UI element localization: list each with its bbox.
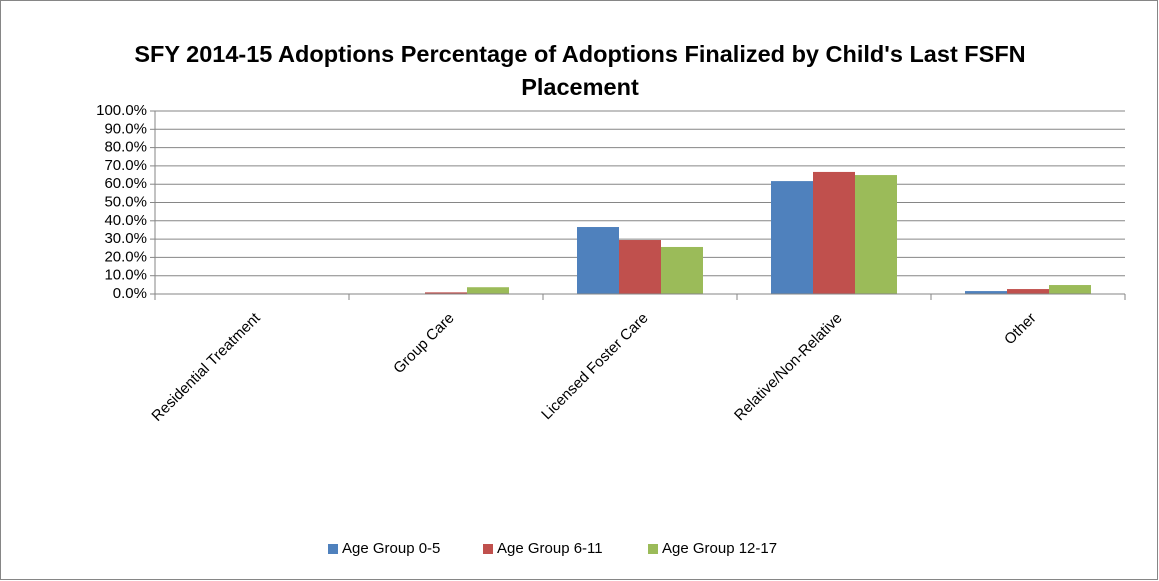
y-tick-label: 30.0%	[104, 230, 147, 247]
y-tick-label: 70.0%	[104, 157, 147, 174]
bar	[619, 240, 661, 294]
bar	[771, 181, 813, 294]
y-tick-label: 60.0%	[104, 175, 147, 192]
legend-label: Age Group 0-5	[342, 540, 440, 557]
bar	[1049, 285, 1091, 294]
y-tick-label: 40.0%	[104, 212, 147, 229]
bar	[855, 175, 897, 294]
bar	[661, 246, 703, 294]
bar	[577, 227, 619, 294]
y-tick-label: 50.0%	[104, 193, 147, 210]
y-tick-label: 90.0%	[104, 120, 147, 137]
chart-title: SFY 2014-15 Adoptions Percentage of Adop…	[134, 41, 1026, 100]
y-tick-label: 20.0%	[104, 248, 147, 265]
legend-label: Age Group 12-17	[662, 540, 777, 557]
legend-swatch	[328, 544, 338, 554]
bar	[965, 291, 1007, 294]
y-tick-label: 10.0%	[104, 267, 147, 284]
y-tick-label: 100.0%	[96, 102, 147, 119]
bar	[425, 292, 467, 294]
bar	[467, 287, 509, 294]
y-tick-label: 80.0%	[104, 139, 147, 156]
legend-swatch	[648, 544, 658, 554]
bar	[813, 171, 855, 294]
y-tick-label: 0.0%	[113, 285, 147, 302]
legend-swatch	[483, 544, 493, 554]
bar	[1007, 289, 1049, 294]
legend-label: Age Group 6-11	[497, 540, 603, 557]
